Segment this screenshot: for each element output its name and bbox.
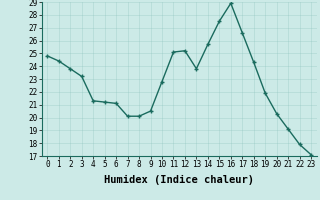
- X-axis label: Humidex (Indice chaleur): Humidex (Indice chaleur): [104, 175, 254, 185]
